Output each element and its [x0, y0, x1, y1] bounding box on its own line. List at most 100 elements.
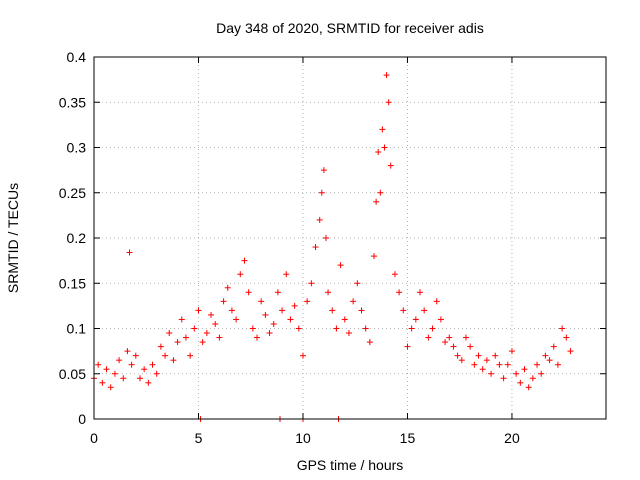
- data-point: [254, 334, 261, 341]
- data-point: [166, 330, 173, 337]
- data-point: [358, 307, 365, 314]
- data-point: [542, 352, 549, 359]
- data-point: [408, 325, 415, 332]
- data-point: [458, 357, 465, 364]
- data-point: [471, 361, 478, 368]
- data-point: [534, 361, 541, 368]
- data-point: [462, 334, 469, 341]
- data-point: [99, 379, 106, 386]
- data-point: [270, 320, 277, 327]
- data-point: [366, 339, 373, 346]
- data-point: [475, 352, 482, 359]
- data-point: [111, 370, 118, 377]
- data-point: [404, 343, 411, 350]
- data-point: [421, 307, 428, 314]
- data-point: [212, 320, 219, 327]
- y-tick-label: 0.2: [67, 230, 87, 246]
- data-point: [199, 339, 206, 346]
- data-point: [320, 167, 327, 174]
- data-point: [329, 307, 336, 314]
- data-point: [274, 289, 281, 296]
- data-point: [182, 334, 189, 341]
- data-point: [446, 334, 453, 341]
- data-point: [433, 298, 440, 305]
- data-point: [373, 198, 380, 205]
- data-point: [412, 316, 419, 323]
- data-point: [467, 343, 474, 350]
- data-point: [312, 244, 319, 251]
- data-point: [187, 352, 194, 359]
- data-point: [249, 325, 256, 332]
- data-point: [195, 307, 202, 314]
- data-point: [216, 334, 223, 341]
- data-point: [429, 325, 436, 332]
- data-point: [203, 330, 210, 337]
- data-point: [136, 375, 143, 382]
- data-point: [508, 348, 515, 355]
- data-point: [237, 271, 244, 278]
- data-point: [308, 280, 315, 287]
- data-point: [266, 330, 273, 337]
- data-point: [153, 370, 160, 377]
- data-point: [228, 307, 235, 314]
- data-point: [563, 334, 570, 341]
- data-point: [141, 366, 148, 373]
- data-point: [120, 375, 127, 382]
- data-point: [304, 298, 311, 305]
- y-tick-label: 0.1: [67, 321, 87, 337]
- data-point: [291, 302, 298, 309]
- data-point: [381, 144, 388, 151]
- data-point: [258, 298, 265, 305]
- data-point: [396, 289, 403, 296]
- data-point: [546, 357, 553, 364]
- data-point: [383, 72, 390, 79]
- data-point: [178, 316, 185, 323]
- data-point: [521, 366, 528, 373]
- x-tick-label: 5: [195, 430, 203, 446]
- data-point: [400, 307, 407, 314]
- data-point: [345, 330, 352, 337]
- data-point: [283, 271, 290, 278]
- data-point: [500, 375, 507, 382]
- data-point: [379, 126, 386, 133]
- y-tick-label: 0.15: [59, 275, 86, 291]
- data-point: [224, 284, 231, 291]
- data-point: [567, 348, 574, 355]
- data-point: [318, 189, 325, 196]
- data-point: [488, 370, 495, 377]
- data-point: [529, 375, 536, 382]
- data-point: [554, 361, 561, 368]
- data-point: [95, 361, 102, 368]
- data-point: [417, 289, 424, 296]
- data-points: [91, 72, 574, 422]
- data-point: [124, 348, 131, 355]
- data-point: [385, 99, 392, 106]
- data-point: [245, 289, 252, 296]
- data-point: [262, 311, 269, 318]
- data-point: [442, 339, 449, 346]
- data-point: [174, 339, 181, 346]
- x-tick-label: 20: [504, 430, 520, 446]
- data-point: [341, 316, 348, 323]
- data-point: [145, 379, 152, 386]
- data-point: [504, 361, 511, 368]
- axis-ticks: 0 0.05 0.1 0.15 0.2 0.25 0.3 0.35 0.4 0 5 10 15 20: [59, 49, 606, 446]
- data-point: [479, 366, 486, 373]
- y-axis-label: SRMTID / TECUs: [5, 183, 21, 293]
- data-point: [132, 352, 139, 359]
- data-point: [241, 257, 248, 264]
- data-point: [450, 343, 457, 350]
- data-point: [322, 235, 329, 241]
- data-point: [295, 325, 302, 332]
- data-point: [170, 357, 177, 364]
- data-point: [191, 325, 198, 332]
- data-point: [220, 298, 227, 305]
- data-point: [437, 316, 444, 323]
- chart-title: Day 348 of 2020, SRMTID for receiver adi…: [216, 20, 484, 36]
- data-point: [375, 149, 382, 156]
- data-point: [325, 289, 332, 296]
- grid-lines: [94, 57, 606, 419]
- data-point: [233, 316, 240, 323]
- data-point: [149, 361, 156, 368]
- x-axis-label: GPS time / hours: [297, 457, 404, 473]
